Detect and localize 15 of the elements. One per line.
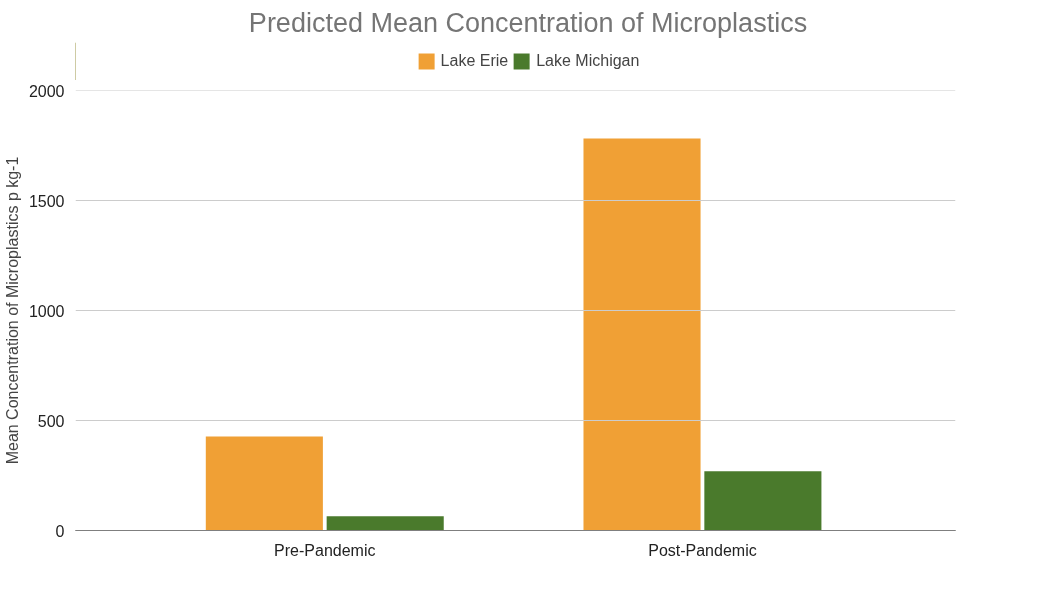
x-tick-label: Pre-Pandemic xyxy=(274,541,376,559)
y-tick-label: 2000 xyxy=(28,82,65,100)
y-axis-title: Mean Concentration of Microplastics p kg-1 xyxy=(3,156,21,465)
y-tick-label: 500 xyxy=(37,412,65,430)
bar xyxy=(205,436,323,531)
chart-title: Predicted Mean Concentration of Microplastics xyxy=(248,7,808,38)
x-tick-label: Post-Pandemic xyxy=(648,541,757,559)
legend-label: Lake Michigan xyxy=(536,52,640,70)
y-tick-label: 1500 xyxy=(28,192,65,210)
y-tick-label: 0 xyxy=(55,522,65,540)
y-tick-label: 1000 xyxy=(28,302,65,320)
bar xyxy=(704,471,822,531)
bar xyxy=(326,516,444,531)
legend-label: Lake Erie xyxy=(440,52,509,70)
bar xyxy=(583,138,701,531)
